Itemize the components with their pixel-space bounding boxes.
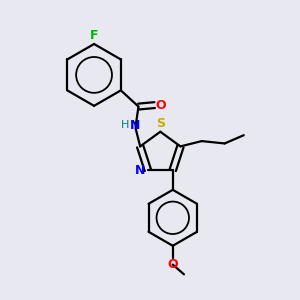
Text: O: O [156,99,166,112]
Text: F: F [90,29,98,42]
Text: O: O [167,258,178,271]
Text: N: N [134,164,145,177]
Text: S: S [156,117,165,130]
Text: N: N [130,118,140,132]
Text: H: H [121,120,129,130]
